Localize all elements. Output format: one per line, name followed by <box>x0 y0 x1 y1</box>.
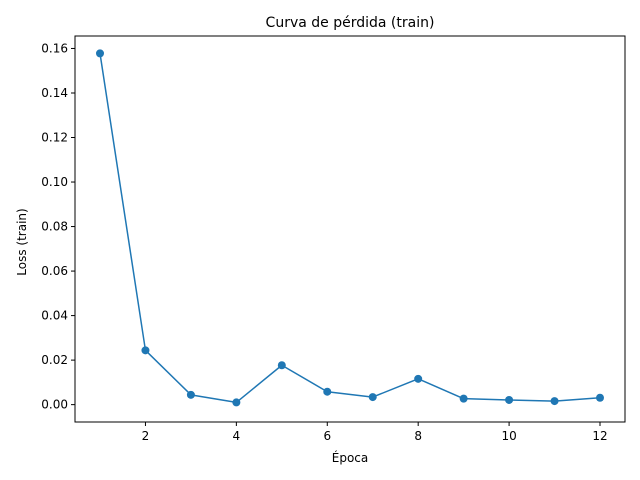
y-tick-label: 0.12 <box>41 131 68 145</box>
data-point <box>232 398 241 407</box>
x-tick-label: 6 <box>323 429 331 443</box>
y-tick-label: 0.14 <box>41 86 68 100</box>
x-axis-label: Época <box>332 450 369 465</box>
plot-frame <box>74 35 626 423</box>
series-line <box>99 53 601 404</box>
data-point <box>277 361 286 370</box>
chart-title: Curva de pérdida (train) <box>266 15 435 31</box>
data-point <box>96 49 104 58</box>
series-group <box>96 49 604 407</box>
data-point <box>505 395 514 404</box>
x-tick-label: 12 <box>592 429 607 443</box>
data-point <box>186 390 195 399</box>
y-axis-label: Loss (train) <box>15 208 29 275</box>
data-point <box>596 393 604 402</box>
y-tick-label: 0.00 <box>41 398 68 412</box>
x-tick-label: 8 <box>414 429 422 443</box>
x-tick-label: 4 <box>233 429 241 443</box>
data-point <box>459 394 468 403</box>
y-tick-label: 0.10 <box>41 175 68 189</box>
y-tick-label: 0.04 <box>41 309 68 323</box>
data-point <box>414 374 423 383</box>
data-point <box>368 393 377 402</box>
data-point <box>141 346 150 355</box>
y-tick-label: 0.06 <box>41 264 68 278</box>
y-tick-label: 0.08 <box>41 220 68 234</box>
x-tick-label: 10 <box>501 429 516 443</box>
axes: 2 4 6 8 10 12 0.00 0.02 0.04 0.06 0.08 0.10 0.12 0.14… <box>41 41 607 443</box>
data-point <box>323 387 332 396</box>
y-tick-label: 0.16 <box>41 41 68 55</box>
data-point <box>550 397 559 406</box>
y-tick-label: 0.02 <box>41 353 68 367</box>
x-tick-label: 2 <box>142 429 150 443</box>
